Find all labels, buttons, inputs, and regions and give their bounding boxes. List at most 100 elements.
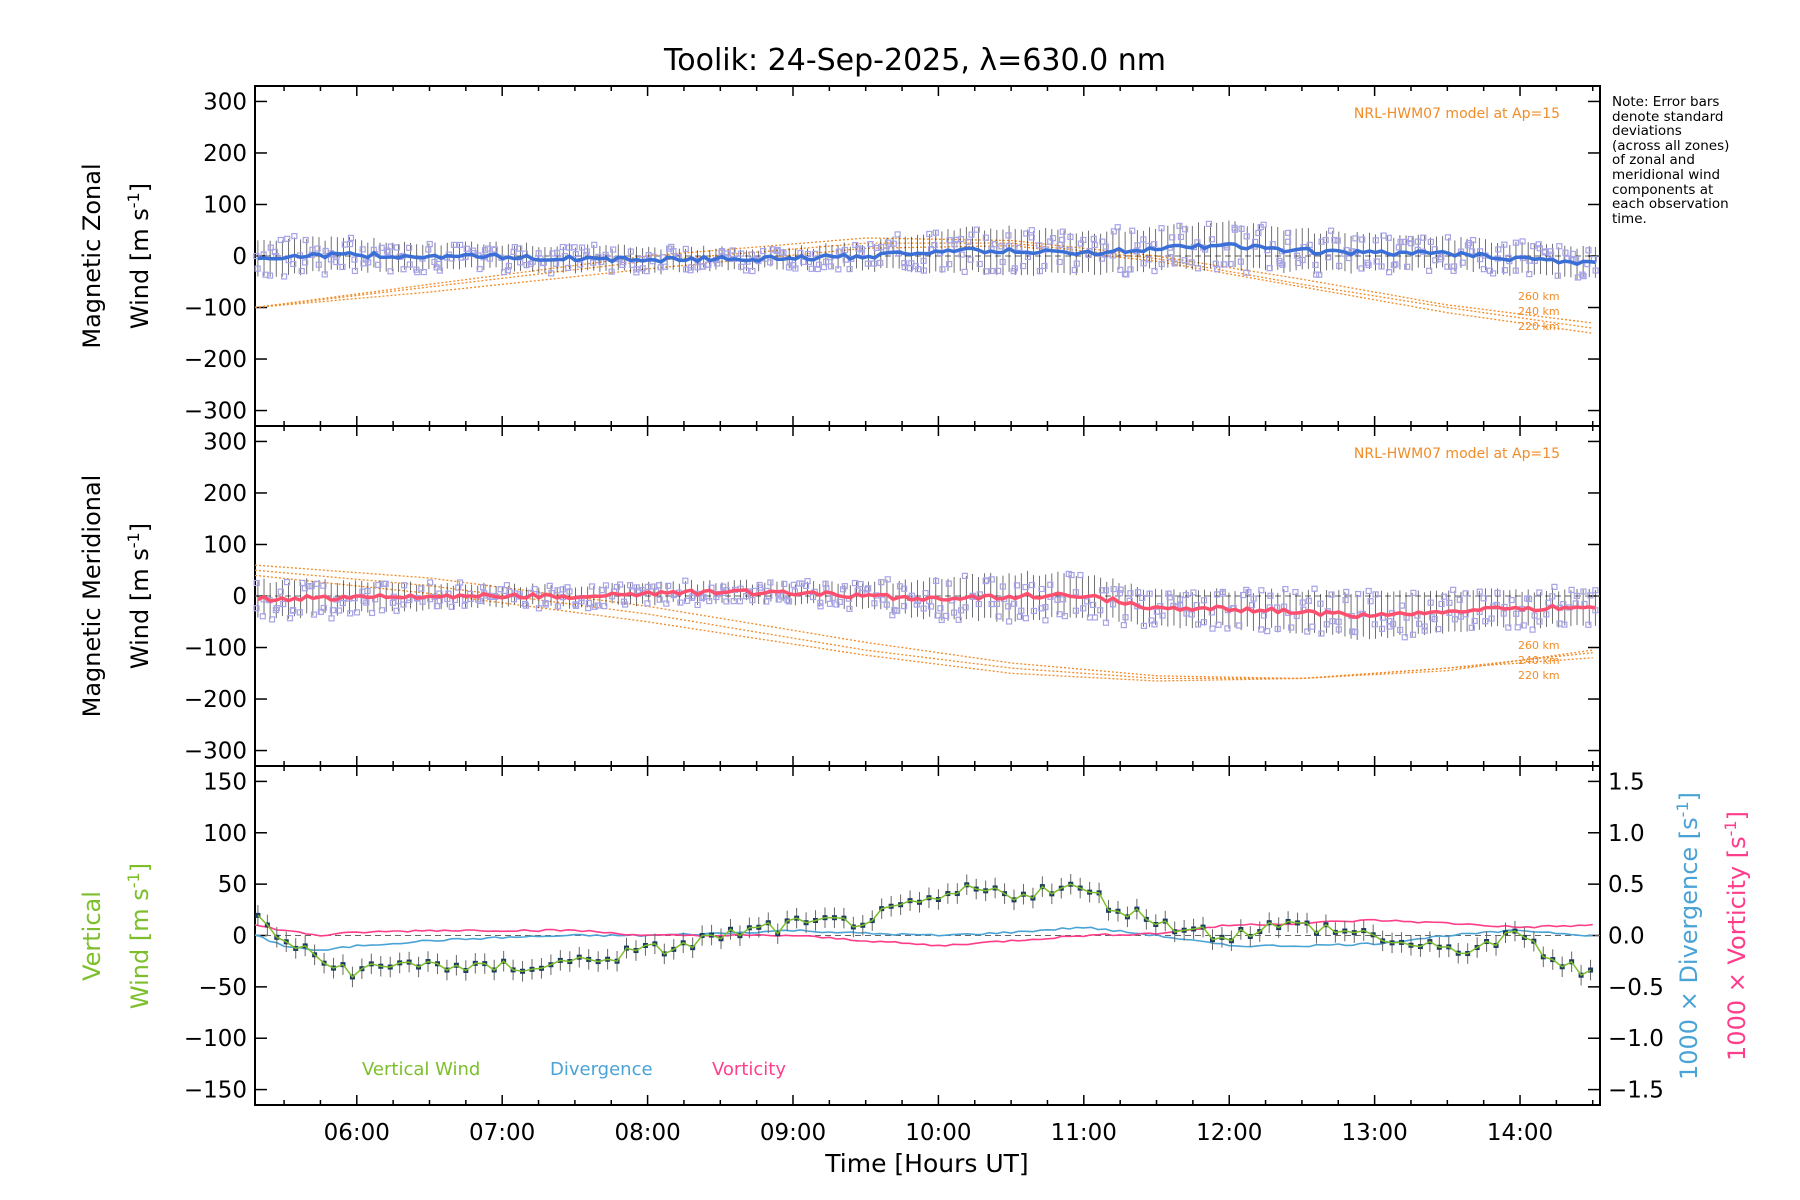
scatter-point — [1367, 598, 1374, 605]
scatter-point — [1013, 582, 1021, 589]
scatter-point — [1098, 587, 1106, 594]
scatter-point — [857, 581, 864, 588]
scatter-point — [1343, 588, 1350, 596]
scatter-point — [320, 582, 327, 589]
scatter-point — [308, 583, 315, 590]
scatter-point — [629, 261, 636, 268]
scatter-point — [1190, 589, 1197, 596]
scatter-point — [939, 266, 946, 273]
scatter-point — [284, 235, 291, 242]
scatter-point — [1535, 241, 1542, 248]
scatter-point — [890, 240, 897, 247]
scatter-point — [1135, 589, 1142, 596]
scatter-point — [1592, 587, 1599, 594]
legend-divergence: Divergence — [550, 1059, 653, 1080]
scatter-point — [858, 249, 865, 256]
scatter-point — [1109, 601, 1117, 608]
scatter-point — [1061, 612, 1069, 620]
scatter-point — [565, 264, 572, 271]
scatter-point — [644, 600, 651, 607]
scatter-point — [313, 580, 321, 587]
scatter-point — [329, 607, 336, 614]
scatter-point — [951, 609, 958, 616]
scatter-point — [427, 579, 434, 586]
scatter-point — [1512, 239, 1519, 246]
scatter-point — [1476, 588, 1483, 595]
scatter-point — [1260, 221, 1267, 228]
scatter-point — [426, 240, 433, 248]
meridional-ylabel-units: Wind [m s-1] — [124, 523, 154, 669]
scatter-point — [1059, 236, 1066, 243]
scatter-point — [699, 263, 706, 270]
scatter-point — [1306, 241, 1313, 248]
scatter-point — [968, 231, 975, 238]
scatter-point — [1556, 243, 1563, 250]
scatter-point — [760, 247, 767, 255]
scatter-point — [1212, 260, 1219, 267]
scatter-point — [784, 597, 791, 604]
scatter-point — [1068, 571, 1075, 579]
scatter-point — [626, 582, 634, 589]
scatter-point — [1166, 254, 1173, 261]
scatter-point — [1258, 587, 1265, 594]
meridional-model-label-240: 240 km — [1518, 654, 1560, 667]
scatter-point — [1359, 236, 1366, 243]
scatter-point — [1215, 621, 1222, 628]
scatter-point — [682, 577, 689, 584]
scatter-point — [1508, 596, 1515, 604]
scatter-point — [705, 261, 712, 268]
scatter-point — [932, 229, 940, 236]
scatter-point — [566, 588, 573, 595]
scatter-point — [927, 603, 935, 610]
scatter-point — [879, 596, 886, 603]
scatter-point — [1054, 596, 1061, 603]
scatter-point — [920, 267, 928, 274]
scatter-point — [610, 246, 617, 253]
scatter-point — [922, 589, 929, 597]
scatter-point — [749, 597, 756, 604]
scatter-point — [823, 258, 830, 265]
scatter-point — [1267, 592, 1274, 599]
scatter-point — [920, 257, 927, 264]
scatter-point — [1407, 235, 1415, 243]
scatter-point — [1524, 595, 1531, 602]
scatter-point — [571, 244, 578, 251]
scatter-point — [1371, 621, 1378, 628]
scatter-point — [1140, 622, 1148, 629]
scatter-point — [1016, 244, 1023, 251]
zonal-model-label-220: 220 km — [1518, 320, 1560, 333]
scatter-point — [1243, 269, 1250, 276]
scatter-point — [1117, 266, 1124, 273]
scatter-point — [1110, 228, 1117, 235]
scatter-point — [1549, 593, 1556, 600]
scatter-point — [846, 605, 853, 612]
scatter-point — [1288, 624, 1295, 631]
scatter-point — [1127, 266, 1134, 273]
scatter-point — [578, 244, 586, 251]
scatter-point — [617, 581, 624, 588]
scatter-point — [267, 272, 274, 279]
scatter-point — [339, 600, 346, 607]
scatter-point — [436, 260, 443, 267]
scatter-point — [943, 612, 950, 620]
scatter-point — [413, 266, 420, 273]
note-line: of zonal and — [1612, 152, 1695, 169]
scatter-point — [1352, 235, 1359, 242]
scatter-point — [456, 579, 464, 586]
scatter-point — [946, 261, 953, 268]
scatter-point — [328, 615, 335, 622]
scatter-point — [998, 243, 1005, 250]
scatter-point — [286, 615, 294, 622]
note-line: each observation — [1612, 196, 1729, 213]
scatter-point — [476, 597, 483, 605]
scatter-point — [1311, 585, 1318, 592]
scatter-point — [877, 259, 884, 266]
scatter-point — [619, 261, 626, 268]
y-tick-label: 0 — [232, 924, 247, 950]
zonal-model-label-240: 240 km — [1518, 305, 1560, 318]
scatter-point — [1279, 261, 1286, 268]
y-tick-label: 100 — [203, 192, 247, 218]
note-line: Note: Error bars — [1612, 94, 1720, 110]
scatter-point — [598, 587, 605, 594]
scatter-point — [601, 602, 608, 610]
